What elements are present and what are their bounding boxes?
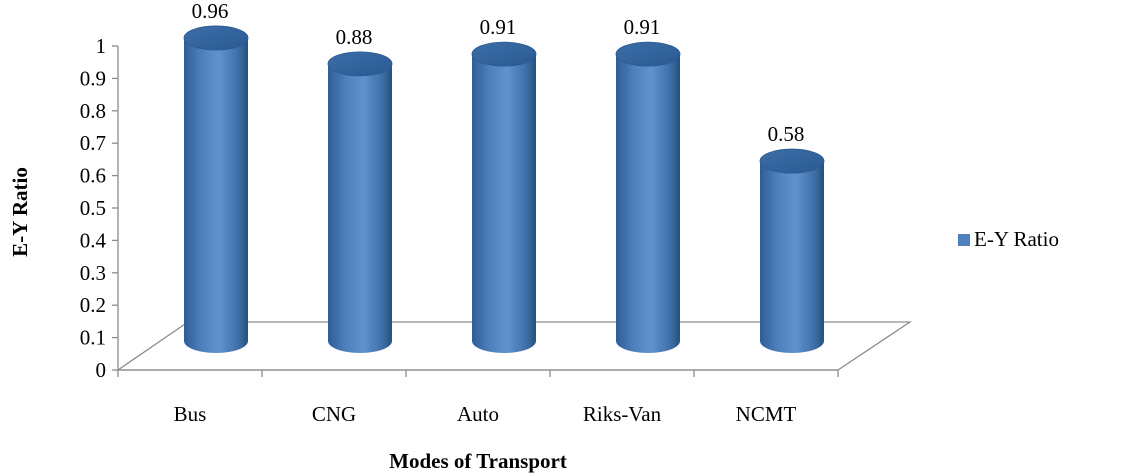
bar-body bbox=[328, 63, 392, 353]
bar-ncmt bbox=[759, 148, 825, 353]
y-tick-label: 0.5 bbox=[80, 196, 106, 220]
data-label: 0.88 bbox=[336, 25, 373, 49]
bar-body bbox=[472, 54, 536, 353]
bar-riks-van bbox=[615, 41, 681, 353]
x-tick-label: Riks-Van bbox=[583, 402, 662, 426]
bar-top bbox=[471, 41, 537, 67]
y-tick-label: 0.3 bbox=[80, 261, 106, 285]
y-tick-label: 0 bbox=[96, 358, 107, 382]
bar-cng bbox=[327, 51, 393, 353]
legend: E-Y Ratio bbox=[958, 227, 1059, 251]
bar-body bbox=[760, 161, 824, 353]
bar-top bbox=[615, 41, 681, 67]
data-label: 0.91 bbox=[624, 15, 661, 39]
bar-body bbox=[184, 37, 248, 354]
y-tick-label: 0.1 bbox=[80, 326, 106, 350]
bar-top bbox=[183, 25, 249, 51]
x-tick-label: Bus bbox=[174, 402, 207, 426]
y-tick-label: 0.4 bbox=[80, 228, 107, 252]
y-tick-label: 0.6 bbox=[80, 164, 106, 188]
y-tick-label: 1 bbox=[96, 34, 107, 58]
bar-top bbox=[327, 51, 393, 77]
data-label: 0.58 bbox=[768, 122, 805, 146]
bar-auto bbox=[471, 41, 537, 353]
legend-label: E-Y Ratio bbox=[974, 227, 1059, 251]
data-label: 0.96 bbox=[192, 0, 229, 23]
data-label: 0.91 bbox=[480, 15, 517, 39]
y-tick-label: 0.9 bbox=[80, 66, 106, 90]
x-tick-label: NCMT bbox=[736, 402, 797, 426]
y-axis-title: E-Y Ratio bbox=[8, 167, 32, 257]
bar-top bbox=[759, 148, 825, 174]
x-axis-title: Modes of Transport bbox=[389, 449, 567, 473]
x-tick-label: Auto bbox=[457, 402, 499, 426]
y-tick-label: 0.2 bbox=[80, 293, 106, 317]
y-tick-label: 0.8 bbox=[80, 99, 106, 123]
bar-bus bbox=[183, 25, 249, 354]
y-tick-label: 0.7 bbox=[80, 131, 106, 155]
x-tick-label: CNG bbox=[312, 402, 356, 426]
legend-swatch bbox=[958, 234, 970, 246]
bar-body bbox=[616, 54, 680, 353]
